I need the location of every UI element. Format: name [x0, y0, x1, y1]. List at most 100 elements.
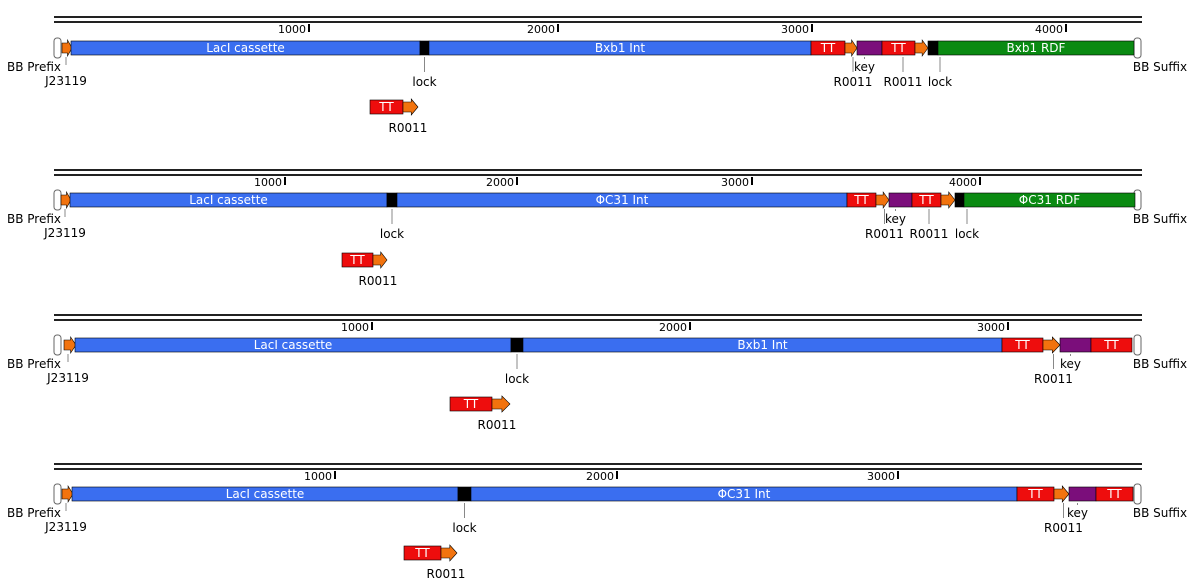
sub-terminator-label: TT: [414, 546, 430, 560]
key-site: [1059, 337, 1092, 353]
r0011-2-label: R0011: [910, 227, 949, 241]
scale-tick-label: 3000: [867, 470, 895, 483]
scale-tick-label: 2000: [659, 321, 687, 334]
bb-suffix-label: BB Suffix: [1133, 506, 1187, 520]
key-site: [856, 40, 883, 56]
scale-tick-label: 2000: [527, 23, 555, 36]
lacI-cassette-label: LacI cassette: [254, 338, 333, 352]
promoter-j23119: [63, 336, 77, 354]
terminator-2-label: TT: [890, 41, 906, 55]
rdf-cds-label: Bxb1 RDF: [1007, 41, 1066, 55]
sub-promoter-r0011: [491, 395, 511, 413]
promoter-j23119-label: J23119: [44, 74, 87, 88]
sub-r0011-label: R0011: [359, 274, 398, 288]
key-label: key: [885, 212, 906, 226]
lock-1-label: lock: [412, 75, 436, 89]
sub-r0011-label: R0011: [427, 567, 466, 581]
key-label: key: [1067, 506, 1088, 520]
key-label: key: [854, 60, 875, 74]
scale-tick-label: 2000: [586, 470, 614, 483]
lock-2-label: lock: [928, 75, 952, 89]
promoter-j23119-label: J23119: [43, 226, 86, 240]
bb-prefix-cap: [53, 37, 62, 59]
rdf-cds-label: ΦC31 RDF: [1019, 193, 1080, 207]
integrase-cds-label: ΦC31 Int: [596, 193, 649, 207]
construct-4: 1000 2000 3000 BB Prefix BB Suffix J23119 LacI…: [7, 463, 1187, 581]
terminator-2-label: TT: [918, 193, 934, 207]
key-site: [888, 192, 913, 208]
promoter-j23119-label: J23119: [44, 520, 87, 534]
terminator-1-label: TT: [853, 193, 869, 207]
bb-prefix-cap: [53, 334, 62, 356]
key-label: key: [1060, 357, 1081, 371]
terminator-2-label: TT: [1106, 487, 1122, 501]
sub-promoter-r0011: [440, 544, 458, 562]
construct-3: 1000 2000 3000 BB Prefix BB Suffix J23119 LacI…: [7, 314, 1187, 432]
rdf-cds: [963, 192, 1136, 208]
lock-site-2: [954, 192, 965, 208]
lock-site-1: [419, 40, 430, 56]
promoter-j23119-label: J23119: [46, 371, 89, 385]
scale-tick-label: 4000: [1035, 23, 1063, 36]
lacI-cassette-label: LacI cassette: [226, 487, 305, 501]
scale-tick-label: 3000: [721, 176, 749, 189]
sub-terminator-label: TT: [463, 397, 479, 411]
terminator-2: [1090, 337, 1133, 353]
bb-prefix-label: BB Prefix: [7, 506, 61, 520]
terminator-1-label: TT: [820, 41, 836, 55]
promoter-j23119: [60, 190, 72, 210]
sub-terminator-label: TT: [349, 253, 365, 267]
sub-terminator-label: TT: [378, 100, 394, 114]
lock-site-1: [457, 486, 472, 502]
scale-tick-label: 3000: [977, 321, 1005, 334]
integrase-cds-label: Bxb1 Int: [737, 338, 788, 352]
scale-tick-label: 1000: [254, 176, 282, 189]
promoter-r0011-2: [914, 39, 929, 57]
promoter-r0011-1: [844, 39, 858, 57]
lock-2-label: lock: [955, 227, 979, 241]
sub-r0011-label: R0011: [478, 418, 517, 432]
lock-site-1: [386, 192, 398, 208]
scale-tick-label: 2000: [486, 176, 514, 189]
r0011-2-label: R0011: [884, 75, 923, 89]
lock-1-label: lock: [452, 521, 476, 535]
promoter-r0011-1: [875, 191, 890, 209]
promoter-r0011-1: [1042, 336, 1061, 354]
lock-1-label: lock: [380, 227, 404, 241]
rdf-cds: [937, 40, 1135, 56]
bb-suffix-cap: [1133, 334, 1142, 356]
integrase-cds-label: Bxb1 Int: [595, 41, 646, 55]
promoter-j23119: [61, 484, 74, 504]
bb-suffix-label: BB Suffix: [1133, 212, 1187, 226]
sub-promoter-r0011: [402, 98, 419, 116]
bb-suffix-cap: [1133, 37, 1142, 59]
construct-2: 1000 2000 3000 4000 BB Prefix BB Suffix J23119…: [7, 169, 1187, 288]
r0011-1-label: R0011: [1044, 521, 1083, 535]
bb-suffix-label: BB Suffix: [1133, 60, 1187, 74]
lock-1-label: lock: [505, 372, 529, 386]
r0011-1-label: R0011: [865, 227, 904, 241]
terminator-2-label: TT: [1103, 338, 1119, 352]
bb-suffix-cap: [1133, 483, 1142, 505]
promoter-r0011-1: [1053, 485, 1070, 503]
r0011-1-label: R0011: [1034, 372, 1073, 386]
sub-r0011-label: R0011: [389, 121, 428, 135]
bb-prefix-label: BB Prefix: [7, 212, 61, 226]
lock-site-2: [927, 40, 939, 56]
construct-1: 1000 2000 3000 4000 BB Prefix BB Suffix J23119…: [7, 16, 1187, 135]
scale-tick-label: 4000: [949, 176, 977, 189]
terminator-1-label: TT: [1027, 487, 1043, 501]
scale-tick-label: 3000: [781, 23, 809, 36]
r0011-1-label: R0011: [834, 75, 873, 89]
bb-prefix-cap: [53, 189, 62, 211]
terminator-2: [1095, 486, 1134, 502]
lock-site-1: [510, 337, 524, 353]
scale-tick-label: 1000: [278, 23, 306, 36]
sub-promoter-r0011: [372, 251, 388, 269]
promoter-j23119: [61, 38, 73, 58]
bb-prefix-label: BB Prefix: [7, 357, 61, 371]
terminator-1-label: TT: [1014, 338, 1030, 352]
bb-prefix-cap: [53, 483, 62, 505]
scale-tick-label: 1000: [304, 470, 332, 483]
